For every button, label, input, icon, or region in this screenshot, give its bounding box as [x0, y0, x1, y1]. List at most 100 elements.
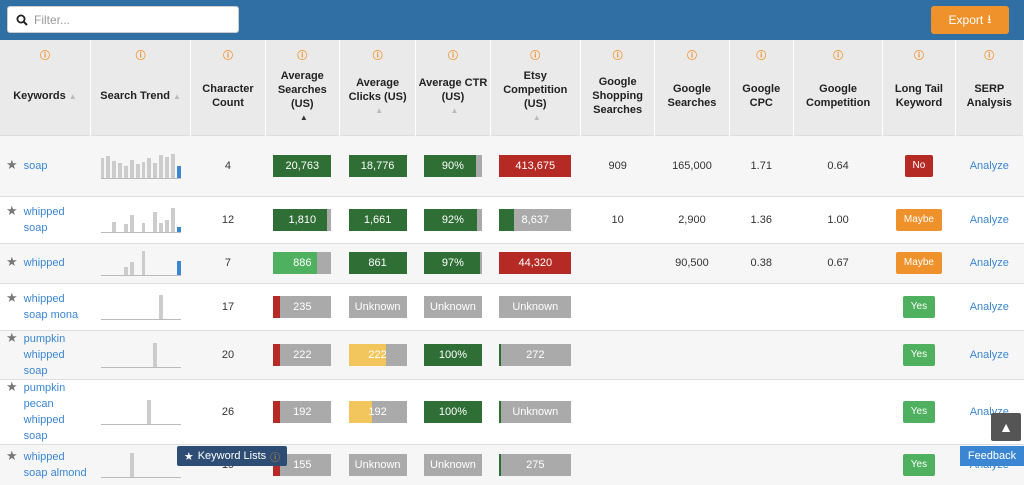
export-button[interactable]: Export ⭳: [931, 6, 1009, 34]
column-header[interactable]: ⓘ Etsy Competition (US) ▲︎: [490, 40, 581, 135]
help-icon[interactable]: ⓘ: [612, 51, 623, 62]
metric-bar: 100%: [423, 343, 482, 366]
google-competition: 0.64: [793, 134, 883, 196]
help-icon[interactable]: ⓘ: [135, 51, 146, 62]
google-shopping-searches: [580, 329, 655, 379]
table-row: ★ pumpkin pecan whipped soap 26 192 192 1…: [0, 378, 1024, 444]
help-icon[interactable]: ⓘ: [530, 51, 541, 62]
long-tail-badge: No: [904, 154, 934, 177]
table-row: ★ whipped 7 886 861 97% 44,320 90,500 0.3…: [0, 242, 1024, 283]
long-tail-badge: Maybe: [895, 252, 942, 274]
sort-icon[interactable]: ▲︎: [450, 106, 459, 116]
google-searches: 165,000: [654, 134, 730, 196]
column-header: ⓘ Google Searches: [654, 40, 730, 135]
star-icon[interactable]: ★: [6, 289, 18, 305]
column-header[interactable]: ⓘ Average Searches (US) ▲︎: [265, 40, 340, 135]
metric-bar: 20,763: [273, 154, 332, 177]
trend-bar: [165, 157, 169, 178]
analyze-link[interactable]: Analyze: [969, 300, 1009, 313]
keyword-link[interactable]: whipped soap: [23, 205, 65, 234]
sort-icon[interactable]: ▲︎: [173, 92, 181, 102]
column-header[interactable]: ⓘ Keywords ▲︎: [0, 40, 91, 135]
star-icon[interactable]: ★: [6, 329, 18, 345]
star-icon[interactable]: ★: [6, 254, 18, 269]
keyword-lists-button[interactable]: ★ Keyword Lists ⓘ: [177, 446, 287, 466]
help-icon[interactable]: ⓘ: [222, 51, 233, 62]
metric-value: 8,637: [521, 213, 550, 226]
google-competition: [793, 378, 883, 444]
google-searches: [654, 329, 730, 379]
star-icon[interactable]: ★: [6, 202, 18, 218]
keyword-table: ⓘ Keywords ▲︎ ⓘ Search Trend ▲︎ ⓘ Character …: [0, 40, 1024, 485]
star-icon[interactable]: ★: [6, 378, 18, 394]
keyword-link[interactable]: whipped soap almond: [23, 450, 87, 479]
trend-bar: [124, 224, 128, 232]
keyword-link[interactable]: whipped: [23, 257, 65, 269]
metric-value: 90%: [441, 159, 464, 172]
search-trend-chart: [100, 153, 181, 179]
google-searches: 90,500: [654, 242, 730, 283]
metric-bar-fill: [499, 252, 572, 274]
analyze-link[interactable]: Analyze: [969, 348, 1009, 361]
metric-value: 97%: [441, 257, 464, 269]
keyword-link[interactable]: whipped soap mona: [23, 292, 79, 321]
star-icon[interactable]: ★: [6, 156, 18, 172]
metric-bar-fill: [273, 252, 317, 274]
metric-bar: 222: [348, 343, 407, 366]
help-icon[interactable]: ⓘ: [833, 51, 844, 62]
column-header[interactable]: ⓘ Average CTR (US) ▲︎: [415, 40, 491, 135]
metric-value: 272: [526, 348, 545, 361]
metric-value: 20,763: [285, 159, 320, 172]
sort-icon[interactable]: ▲︎: [375, 106, 384, 116]
metric-bar: 1,661: [348, 208, 407, 231]
filter-box[interactable]: [7, 6, 239, 33]
trend-bar: [106, 155, 111, 178]
keyword-link[interactable]: pumpkin pecan whipped soap: [23, 381, 66, 442]
sort-icon[interactable]: ▲︎: [299, 113, 308, 123]
help-icon[interactable]: ⓘ: [913, 51, 924, 62]
column-header[interactable]: ⓘ Search Trend ▲︎: [90, 40, 192, 135]
column-header[interactable]: ⓘ Average Clicks (US) ▲︎: [339, 40, 417, 135]
metric-bar: 90%: [423, 154, 482, 177]
help-icon[interactable]: ⓘ: [372, 51, 383, 62]
metric-bar: 886: [273, 252, 332, 274]
help-icon[interactable]: ⓘ: [984, 51, 995, 62]
metric-value: 44,320: [518, 257, 553, 269]
metric-value: 235: [293, 300, 312, 313]
keyword-link[interactable]: pumpkin whipped soap: [23, 332, 66, 377]
column-header: ⓘ SERP Analysis: [955, 40, 1024, 135]
trend-bar: [153, 342, 158, 367]
metric-bar-fill: [423, 208, 478, 231]
feedback-label: Feedback: [967, 450, 1017, 462]
metric-bar-fill: [499, 208, 514, 231]
sort-icon[interactable]: ▲︎: [532, 113, 541, 123]
analyze-link[interactable]: Analyze: [969, 159, 1009, 172]
help-icon[interactable]: ⓘ: [39, 51, 50, 62]
metric-bar-fill: [273, 154, 332, 177]
search-icon: [16, 14, 28, 26]
metric-value: Unknown: [354, 458, 401, 471]
google-cpc: [729, 282, 794, 330]
trend-bar: [100, 158, 105, 178]
scroll-to-top-button[interactable]: ▲: [991, 413, 1021, 441]
feedback-button[interactable]: Feedback: [960, 446, 1024, 466]
character-count: 17: [190, 282, 266, 330]
column-header-label: Keywords: [13, 90, 66, 103]
sort-icon[interactable]: ▲︎: [68, 92, 77, 102]
metric-value: Unknown: [430, 300, 476, 313]
analyze-link[interactable]: Analyze: [969, 213, 1009, 226]
google-shopping-searches: [580, 242, 655, 283]
filter-input[interactable]: [34, 12, 234, 27]
help-icon[interactable]: ⓘ: [756, 51, 767, 62]
star-icon[interactable]: ★: [6, 447, 18, 463]
keyword-link[interactable]: soap: [23, 159, 48, 172]
character-count: 7: [190, 242, 266, 283]
metric-bar: 18,776: [348, 154, 407, 177]
help-icon[interactable]: ⓘ: [686, 51, 697, 62]
help-icon[interactable]: ⓘ: [447, 51, 458, 62]
metric-bar: 100%: [423, 400, 482, 423]
analyze-link[interactable]: Analyze: [969, 257, 1009, 269]
metric-bar-fill: [423, 343, 482, 366]
trend-bar: [124, 165, 128, 178]
help-icon[interactable]: ⓘ: [297, 51, 308, 62]
